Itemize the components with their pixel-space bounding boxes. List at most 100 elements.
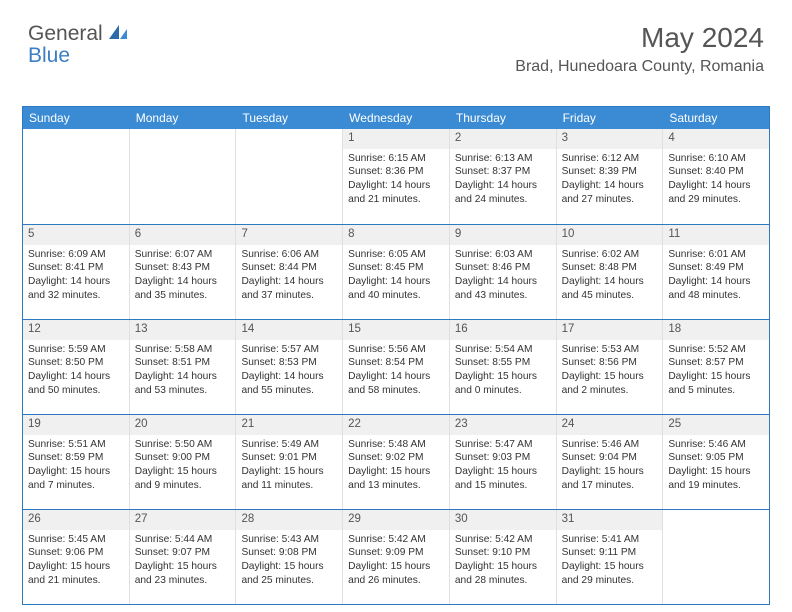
week-row: 5 Sunrise: 6:09 AMSunset: 8:41 PM Daylight… [23,224,769,319]
day-cell: 11Sunrise: 6:01 AMSunset: 8:49 PMDayligh… [663,225,769,319]
sunrise-line: Sunrise: 6:15 AM [348,152,444,166]
sunrise-line: Sunrise: 6:05 AM [348,248,444,262]
daylight-line: Daylight: 14 hours and 21 minutes. [348,179,444,207]
day-number: 4 [663,129,769,149]
sunset-line: Sunset: 8:54 PM [348,356,444,370]
sunrise-line: Sunrise: 5:51 AM [28,438,124,452]
sunrise-line: Sunrise: 5:50 AM [135,438,231,452]
day-number: 2 [450,129,556,149]
day-cell: 25Sunrise: 5:46 AMSunset: 9:05 PMDayligh… [663,415,769,509]
day-cell: 13Sunrise: 5:58 AMSunset: 8:51 PMDayligh… [130,320,237,414]
day-cell [663,510,769,604]
daylight-line: Daylight: 14 hours and 40 minutes. [348,275,444,303]
sunrise-line: Sunrise: 5:47 AM [455,438,551,452]
sunrise-line: Sunrise: 5:53 AM [562,343,658,357]
daylight-line: Daylight: 14 hours and 35 minutes. [135,275,231,303]
week-row: 1Sunrise: 6:15 AMSunset: 8:36 PMDaylight… [23,129,769,224]
sunset-line: Sunset: 8:57 PM [668,356,764,370]
sunrise-line: Sunrise: 5:59 AM [28,343,124,357]
weekday-header: Wednesday [343,107,450,129]
weekday-header: Friday [557,107,664,129]
day-cell [130,129,237,224]
day-number: 22 [343,415,449,435]
week-row: 12Sunrise: 5:59 AMSunset: 8:50 PMDayligh… [23,319,769,414]
daylight-line: Daylight: 15 hours and 7 minutes. [28,465,124,493]
day-cell: 18Sunrise: 5:52 AMSunset: 8:57 PMDayligh… [663,320,769,414]
daylight-line: Daylight: 15 hours and 29 minutes. [562,560,658,588]
day-number: 15 [343,320,449,340]
day-number: 18 [663,320,769,340]
day-cell: 22Sunrise: 5:48 AMSunset: 9:02 PMDayligh… [343,415,450,509]
day-cell: 17 Sunrise: 5:53 AMSunset: 8:56 PMDayligh… [557,320,664,414]
weekday-header: Sunday [23,107,130,129]
day-cell: 8Sunrise: 6:05 AMSunset: 8:45 PMDaylight… [343,225,450,319]
sunset-line: Sunset: 8:59 PM [28,451,124,465]
sunset-line: Sunset: 8:39 PM [562,165,658,179]
daylight-line: Daylight: 14 hours and 55 minutes. [241,370,337,398]
location: Brad, Hunedoara County, Romania [515,58,764,76]
day-cell: 19Sunrise: 5:51 AMSunset: 8:59 PMDayligh… [23,415,130,509]
sunrise-line: Sunrise: 6:01 AM [668,248,764,262]
sunset-line: Sunset: 8:43 PM [135,261,231,275]
sunset-line: Sunset: 9:02 PM [348,451,444,465]
day-cell: 1Sunrise: 6:15 AMSunset: 8:36 PMDaylight… [343,129,450,224]
day-number: 17 [557,320,663,340]
sunset-line: Sunset: 9:11 PM [562,546,658,560]
sunset-line: Sunset: 8:56 PM [562,356,658,370]
sunrise-line: Sunrise: 5:48 AM [348,438,444,452]
daylight-line: Daylight: 15 hours and 11 minutes. [241,465,337,493]
sunset-line: Sunset: 9:01 PM [241,451,337,465]
day-cell: 31Sunrise: 5:41 AMSunset: 9:11 PMDayligh… [557,510,664,604]
day-cell: 23Sunrise: 5:47 AMSunset: 9:03 PMDayligh… [450,415,557,509]
sunrise-line: Sunrise: 5:42 AM [455,533,551,547]
weekday-header: Monday [130,107,237,129]
daylight-line: Daylight: 14 hours and 50 minutes. [28,370,124,398]
week-row: 19Sunrise: 5:51 AMSunset: 8:59 PMDayligh… [23,414,769,509]
daylight-line: Daylight: 15 hours and 2 minutes. [562,370,658,398]
day-number: 12 [23,320,129,340]
day-number: 13 [130,320,236,340]
daylight-line: Daylight: 14 hours and 53 minutes. [135,370,231,398]
daylight-line: Daylight: 15 hours and 28 minutes. [455,560,551,588]
sunrise-line: Sunrise: 5:49 AM [241,438,337,452]
day-number: 6 [130,225,236,245]
day-cell: 21 Sunrise: 5:49 AMSunset: 9:01 PMDayligh… [236,415,343,509]
sunrise-line: Sunrise: 6:12 AM [562,152,658,166]
sunset-line: Sunset: 8:41 PM [28,261,124,275]
day-cell: 4Sunrise: 6:10 AMSunset: 8:40 PMDaylight… [663,129,769,224]
day-number: 5 [23,225,129,245]
daylight-line: Daylight: 15 hours and 17 minutes. [562,465,658,493]
logo-text-general: General [28,22,103,46]
day-number: 23 [450,415,556,435]
day-number: 20 [130,415,236,435]
sunset-line: Sunset: 8:51 PM [135,356,231,370]
day-cell: 24Sunrise: 5:46 AMSunset: 9:04 PMDayligh… [557,415,664,509]
sunrise-line: Sunrise: 5:52 AM [668,343,764,357]
day-cell [23,129,130,224]
sunset-line: Sunset: 9:04 PM [562,451,658,465]
sunset-line: Sunset: 8:40 PM [668,165,764,179]
day-cell: 7Sunrise: 6:06 AMSunset: 8:44 PMDaylight… [236,225,343,319]
day-number: 31 [557,510,663,530]
logo-text-blue: Blue [28,44,70,67]
day-number: 26 [23,510,129,530]
day-cell: 16Sunrise: 5:54 AMSunset: 8:55 PMDayligh… [450,320,557,414]
sunset-line: Sunset: 9:07 PM [135,546,231,560]
day-cell: 12Sunrise: 5:59 AMSunset: 8:50 PMDayligh… [23,320,130,414]
sunrise-line: Sunrise: 5:44 AM [135,533,231,547]
sunrise-line: Sunrise: 5:57 AM [241,343,337,357]
sunrise-line: Sunrise: 5:43 AM [241,533,337,547]
sunrise-line: Sunrise: 6:09 AM [28,248,124,262]
weekday-header: Thursday [450,107,557,129]
sunrise-line: Sunrise: 6:02 AM [562,248,658,262]
sunrise-line: Sunrise: 5:42 AM [348,533,444,547]
daylight-line: Daylight: 14 hours and 37 minutes. [241,275,337,303]
daylight-line: Daylight: 15 hours and 26 minutes. [348,560,444,588]
sunset-line: Sunset: 9:00 PM [135,451,231,465]
week-row: 26Sunrise: 5:45 AMSunset: 9:06 PMDayligh… [23,509,769,604]
day-number: 21 [236,415,342,435]
weekday-header: Saturday [663,107,769,129]
logo-sail-icon [107,23,131,46]
month-title: May 2024 [515,22,764,54]
title-block: May 2024 Brad, Hunedoara County, Romania [515,22,764,76]
